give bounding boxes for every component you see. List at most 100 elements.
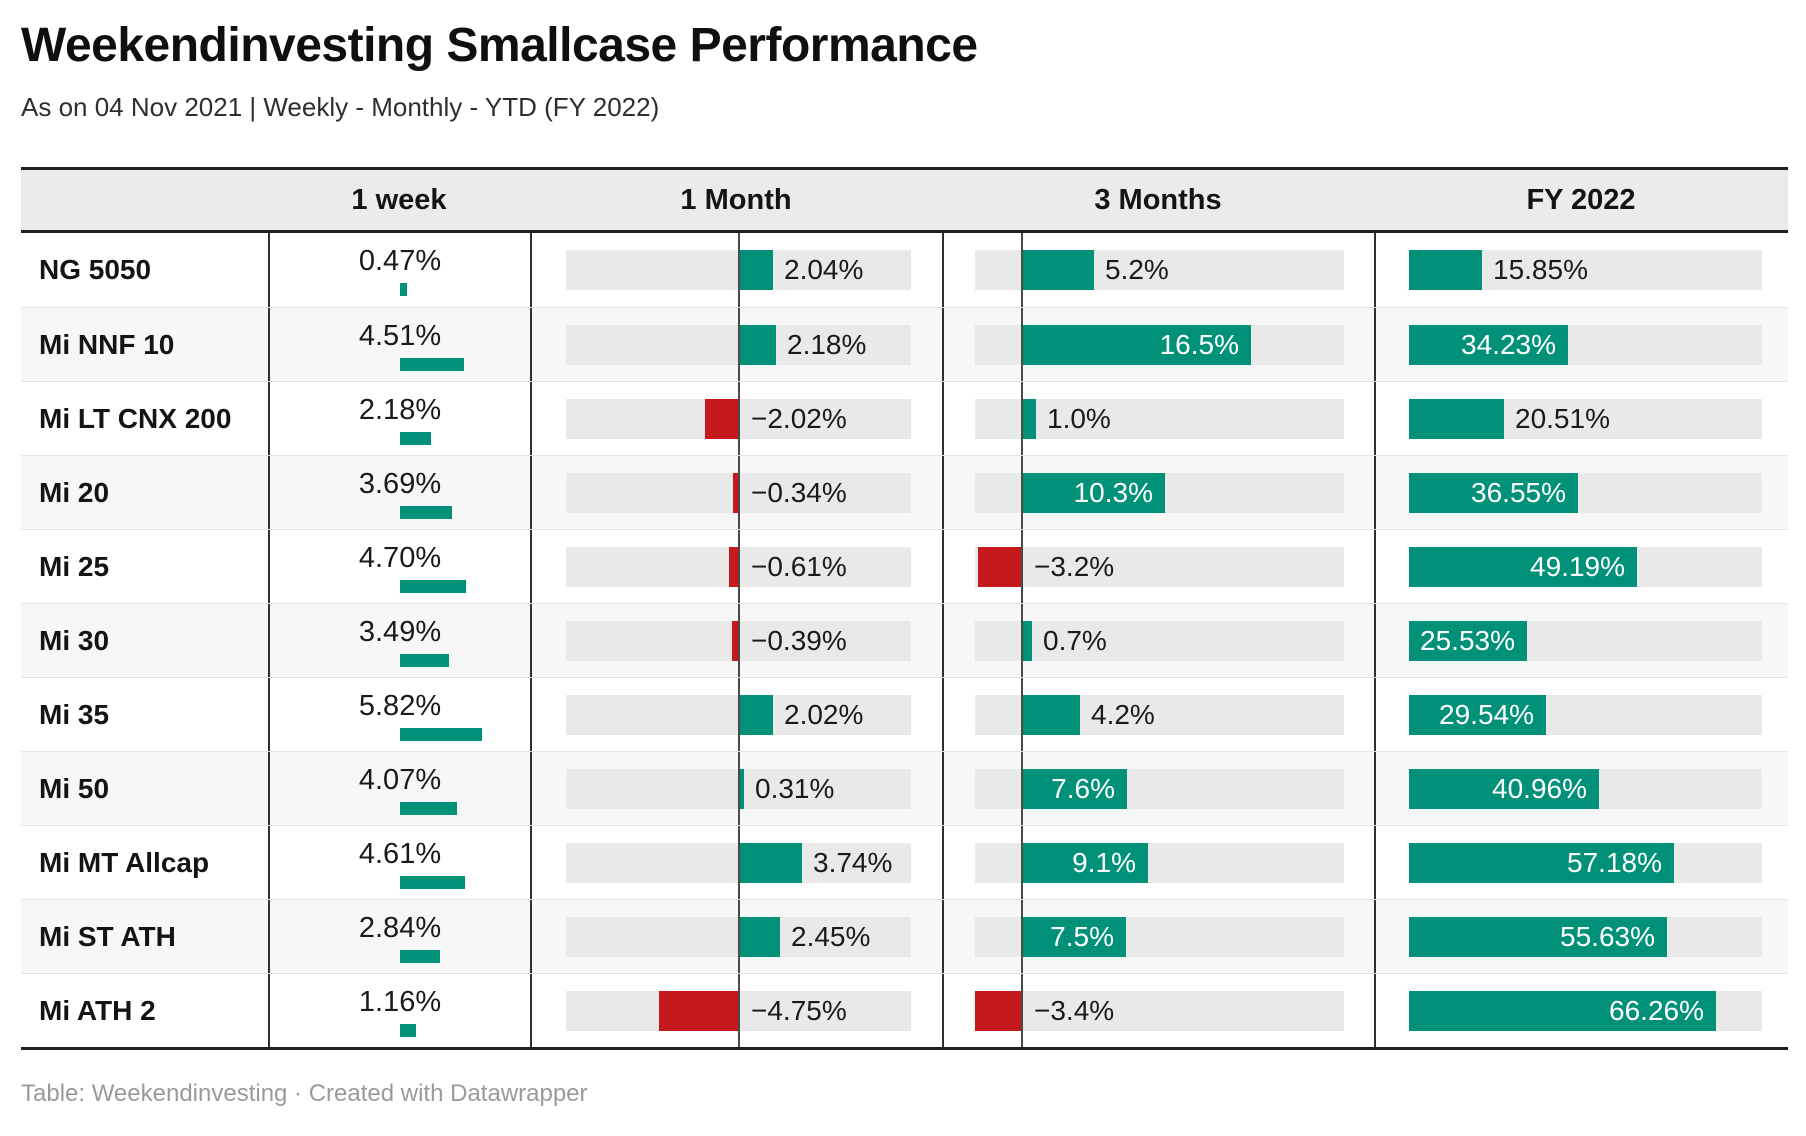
negative-bar [729,547,739,587]
positive-bar [1409,250,1482,290]
zero-axis-line [738,530,740,603]
negative-bar [659,991,739,1031]
zero-axis-line [738,233,740,307]
fy2022-cell: 36.55% [1374,456,1788,529]
header-cell-fy-2022: FY 2022 [1526,183,1636,216]
bar-value-label: 2.04% [784,254,864,285]
week-minibar-track [270,653,530,667]
positive-bar [1409,991,1716,1031]
bar-value-label: 16.5% [1159,328,1239,360]
week-minibar [400,505,452,519]
week-minibar [400,727,482,741]
zero-axis-line [1021,530,1023,603]
bar-value-label: 55.63% [1560,920,1655,952]
bar-value-label: −0.39% [751,624,847,656]
positive-bar [1022,695,1080,735]
zero-axis-line [1021,752,1023,825]
bar-value-label: −3.4% [1034,994,1115,1026]
positive-bar [739,250,773,290]
table-row: Mi MT Allcap 4.61% 3.74% 9.1% 57.18% [21,825,1788,899]
week-cell: 4.61% [268,826,530,899]
week-value: 4.51% [358,319,442,352]
header-cell-3-months: 3 Months [1094,183,1222,216]
bar-value-label: 15.85% [1493,254,1588,285]
week-value: 2.84% [358,911,442,944]
bar-track [975,399,1344,439]
week-cell: 4.51% [268,308,530,381]
week-value: 4.07% [358,763,442,796]
three-months-cell: 0.7% [942,604,1374,677]
month-cell: 2.02% [530,678,942,751]
fy2022-cell: 34.23% [1374,308,1788,381]
table-footer-credit: Table: Weekendinvesting · Created with D… [21,1080,588,1107]
week-minibar-track [270,801,530,815]
month-cell: −0.39% [530,604,942,677]
month-cell: −0.34% [530,456,942,529]
week-minibar [400,579,466,593]
row-label: Mi ATH 2 [39,994,156,1026]
positive-bar [739,769,744,809]
week-minibar-track [270,283,530,296]
row-label: Mi LT CNX 200 [39,402,232,434]
bar-value-label: 0.31% [755,772,835,804]
week-value: 1.16% [358,985,442,1018]
positive-bar [1409,399,1504,439]
three-months-cell: 7.5% [942,900,1374,973]
week-cell: 0.47% [268,233,530,307]
row-label: Mi 25 [39,550,110,582]
positive-bar [1022,843,1148,883]
table-row: Mi 30 3.49% −0.39% 0.7% 25.53% [21,603,1788,677]
positive-bar [1022,769,1127,809]
week-cell: 3.69% [268,456,530,529]
fy2022-cell: 15.85% [1374,233,1788,307]
bar-value-label: 10.3% [1073,476,1153,508]
positive-bar [1022,473,1165,513]
zero-axis-line [1021,678,1023,751]
positive-bar [1409,843,1674,883]
bar-value-label: −4.75% [751,994,847,1026]
bar-value-label: −2.02% [751,402,847,434]
positive-bar [1409,769,1599,809]
bar-value-label: 36.55% [1471,476,1566,508]
zero-axis-line [1021,826,1023,899]
bar-value-label: 20.51% [1515,402,1610,434]
zero-axis-line [1021,382,1023,455]
positive-bar [739,917,780,957]
row-label: Mi NNF 10 [39,328,175,360]
row-label: Mi 50 [39,772,110,804]
week-minibar-track [270,1023,530,1037]
positive-bar [1409,473,1578,513]
fy2022-cell: 66.26% [1374,974,1788,1047]
week-value: 4.61% [358,837,442,870]
three-months-cell: 9.1% [942,826,1374,899]
week-minibar [400,875,465,889]
table-row: Mi ATH 2 1.16% −4.75% −3.4% 66.26% [21,973,1788,1047]
row-label: Mi ST ATH [39,920,176,952]
table-body: NG 5050 0.47% 2.04% 5.2% 15.85% Mi NNF 10 4.51… [21,233,1788,1050]
week-minibar [400,1023,416,1037]
zero-axis-line [738,456,740,529]
page-subtitle: As on 04 Nov 2021 | Weekly - Monthly - Y… [21,92,660,122]
positive-bar [1409,547,1637,587]
three-months-cell: −3.2% [942,530,1374,603]
zero-axis-line [1021,604,1023,677]
zero-axis-line [738,308,740,381]
header-cell-1-month: 1 Month [680,183,792,216]
bar-value-label: 5.2% [1105,254,1169,285]
positive-bar [739,843,802,883]
week-cell: 2.18% [268,382,530,455]
week-cell: 4.07% [268,752,530,825]
table-row: Mi 25 4.70% −0.61% −3.2% 49.19% [21,529,1788,603]
bar-value-label: 57.18% [1567,846,1662,878]
zero-axis-line [738,900,740,973]
bar-track [975,621,1344,661]
week-minibar-track [270,727,530,741]
week-value: 3.49% [358,615,442,648]
performance-table: 1 week 1 Month 3 Months FY 2022 NG 5050 0… [21,167,1788,1050]
three-months-cell: 16.5% [942,308,1374,381]
fy2022-cell: 25.53% [1374,604,1788,677]
positive-bar [739,695,773,735]
positive-bar [1409,917,1667,957]
page-title: Weekendinvesting Smallcase Performance [21,19,978,72]
table-row: Mi 35 5.82% 2.02% 4.2% 29.54% [21,677,1788,751]
